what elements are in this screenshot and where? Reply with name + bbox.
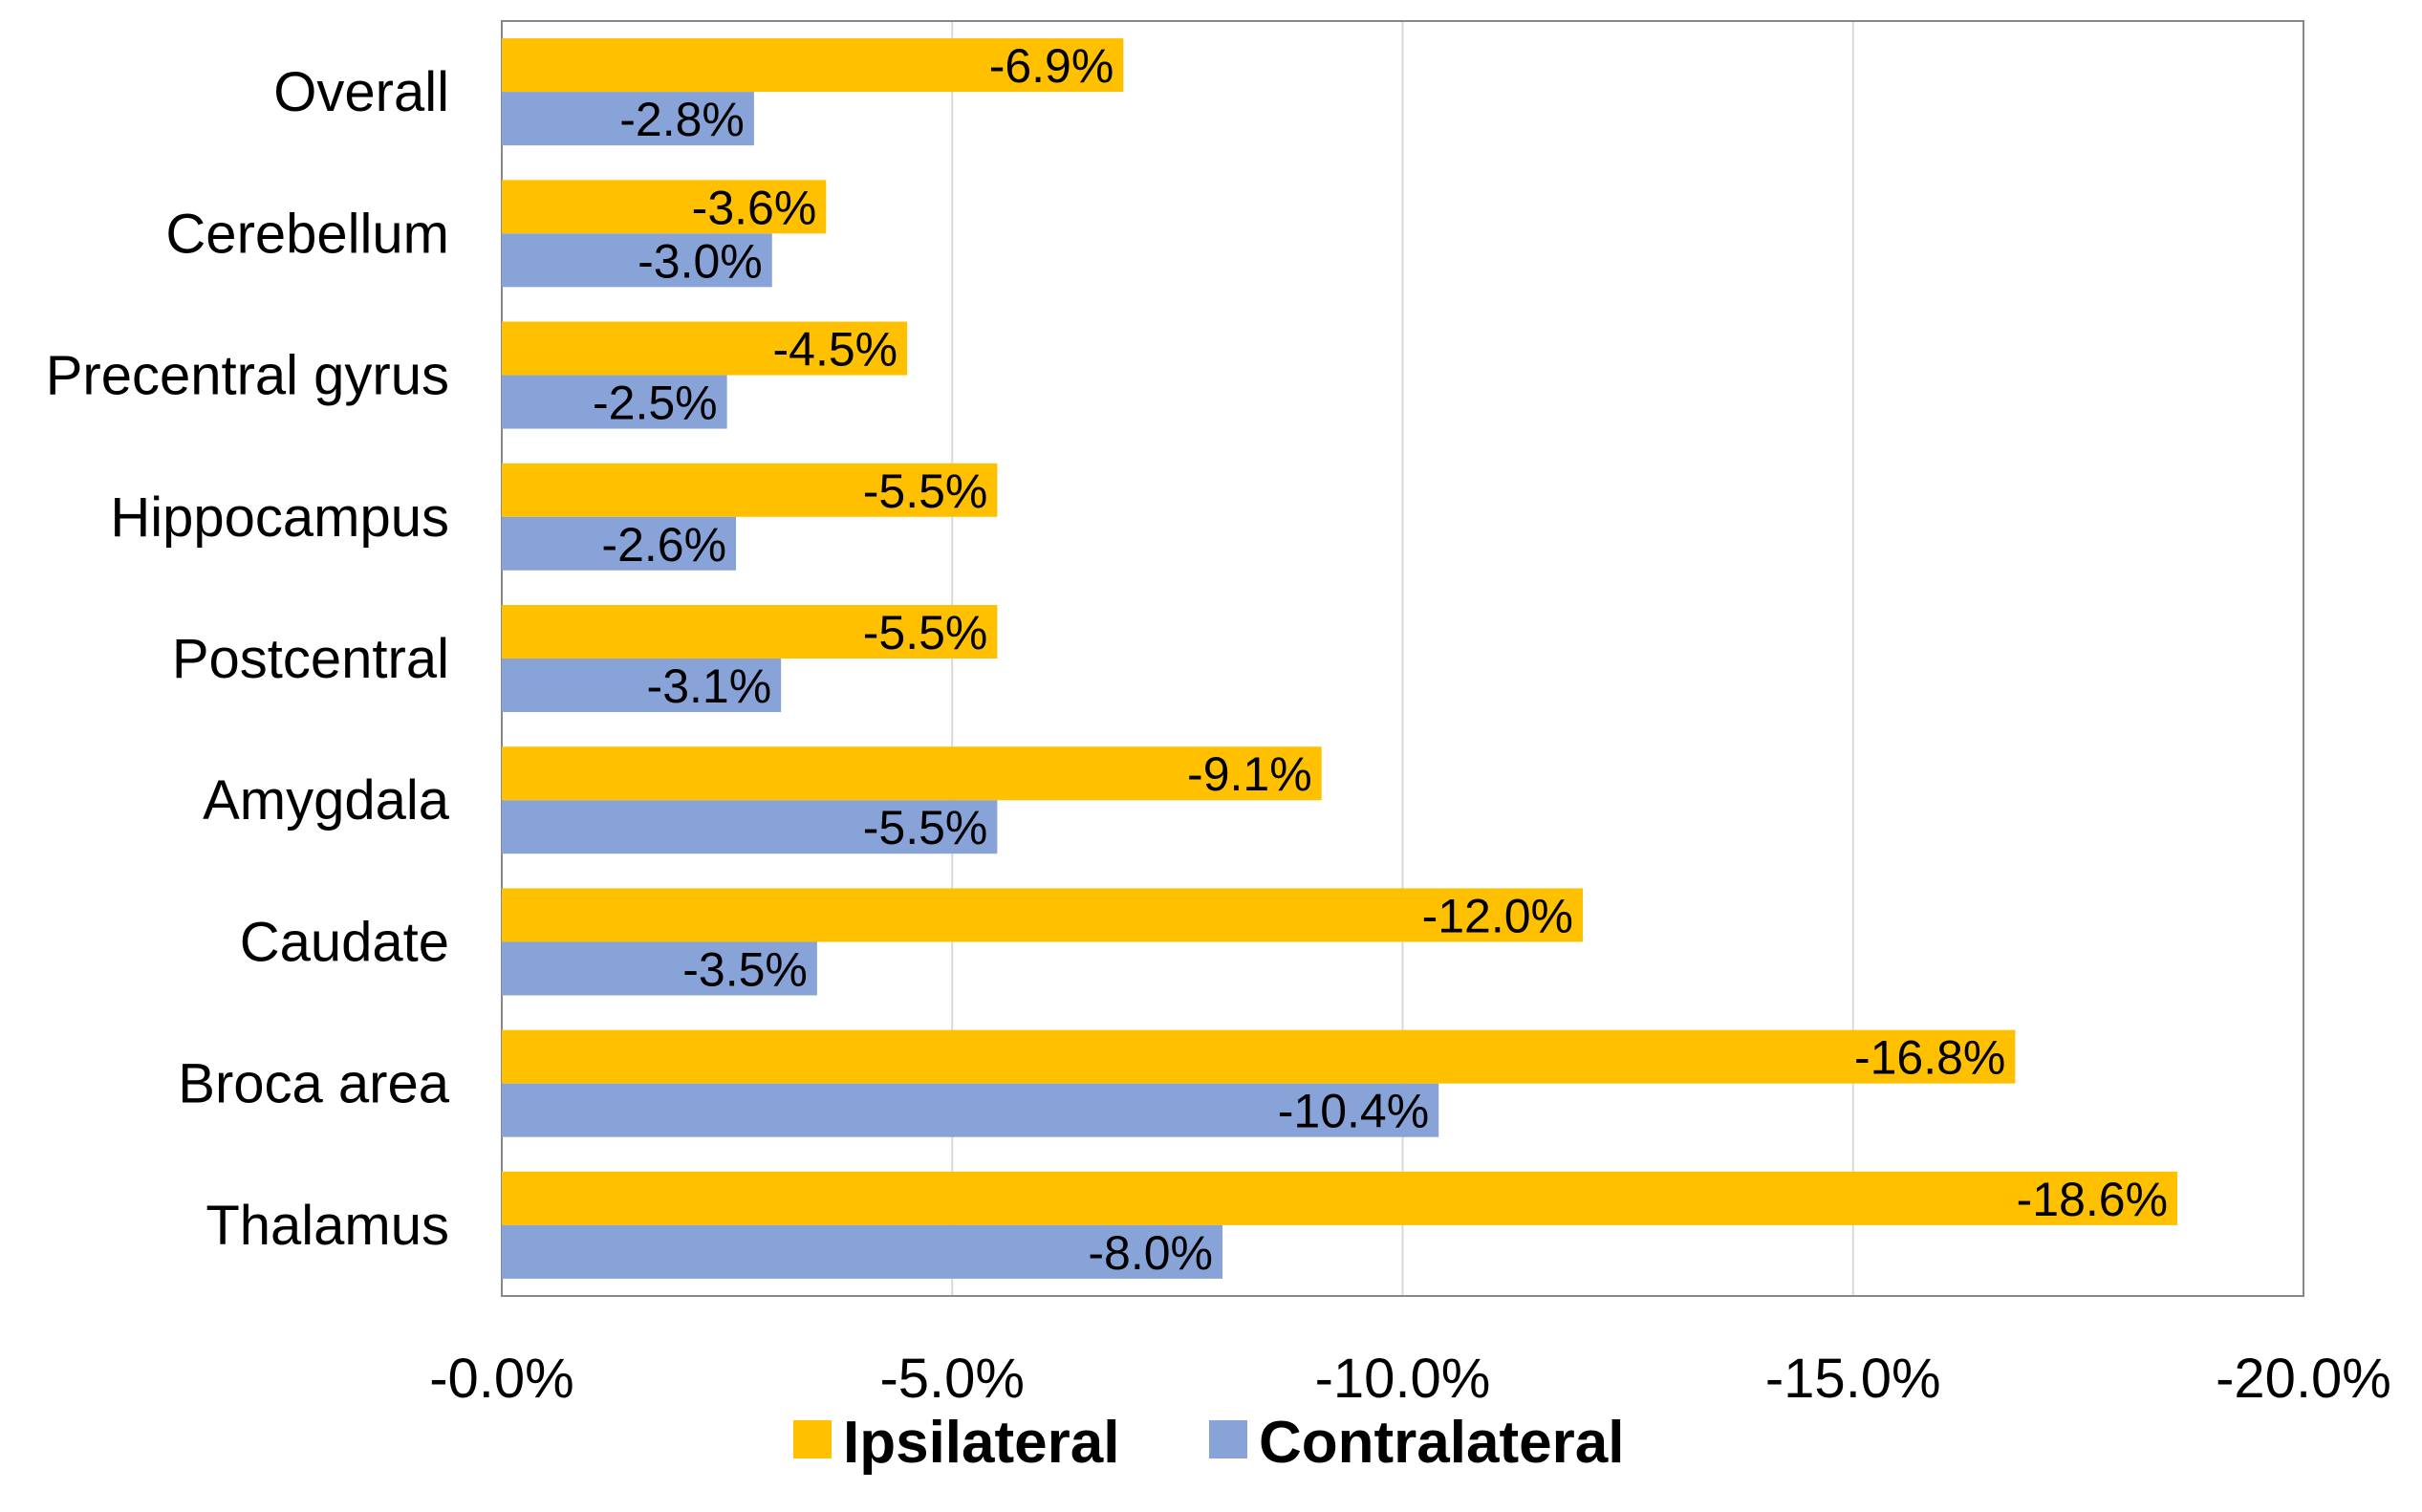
bar-contralateral xyxy=(502,800,998,854)
legend-swatch-contralateral xyxy=(1209,1420,1247,1458)
x-tick-label: -10.0% xyxy=(1315,1348,1491,1410)
bar-contralateral xyxy=(502,516,737,571)
legend: Ipsilateral Contralateral xyxy=(793,1410,1624,1476)
category-label: Thalamus xyxy=(205,1195,449,1257)
data-label: -5.5% xyxy=(863,606,988,659)
legend-label-contralateral: Contralateral xyxy=(1259,1410,1624,1476)
data-label: -5.5% xyxy=(863,801,988,854)
category-label: Precentral gyrus xyxy=(46,345,449,407)
bar-ipsilateral xyxy=(502,321,908,376)
bar-contralateral xyxy=(502,1083,1439,1137)
data-label: -6.9% xyxy=(989,39,1114,93)
data-label: -3.0% xyxy=(638,234,763,288)
bar-contralateral xyxy=(502,1224,1222,1279)
data-label: -10.4% xyxy=(1278,1085,1429,1138)
category-label: Postcentral xyxy=(172,628,449,690)
data-label: -18.6% xyxy=(2017,1173,2168,1226)
category-label: Cerebellum xyxy=(165,203,449,265)
bar-contralateral xyxy=(502,233,772,288)
bar-ipsilateral xyxy=(502,746,1322,801)
x-tick-label: -15.0% xyxy=(1765,1348,1941,1410)
legend-swatch-ipsilateral xyxy=(793,1420,832,1458)
category-label: Amygdala xyxy=(203,769,450,832)
x-tick-label: -0.0% xyxy=(429,1348,574,1410)
data-label: -4.5% xyxy=(773,323,898,377)
data-label: -2.6% xyxy=(601,518,726,572)
bar-ipsilateral xyxy=(502,463,998,517)
bar-ipsilateral xyxy=(502,1029,2016,1084)
legend-label-ipsilateral: Ipsilateral xyxy=(843,1410,1119,1476)
bars: -6.9% -2.8% -3.6%-3.0%-4.5% -2.5% -5.5% -2.6%… xyxy=(502,38,2178,1280)
x-tick-label: -5.0% xyxy=(879,1348,1025,1410)
bar-ipsilateral xyxy=(502,1171,2178,1225)
category-label: Overall xyxy=(273,61,449,123)
data-label: -3.6% xyxy=(692,181,817,234)
category-label: Caudate xyxy=(240,911,449,973)
x-tick-label: -20.0% xyxy=(2216,1348,2391,1410)
data-label: -3.1% xyxy=(647,659,772,713)
bar-contralateral xyxy=(502,941,817,996)
bar-contralateral xyxy=(502,659,782,712)
bar-ipsilateral xyxy=(502,180,827,234)
x-axis-ticks: -0.0% -5.0% -10.0% -15.0% -20.0% xyxy=(429,1348,2391,1410)
data-label: -12.0% xyxy=(1422,889,1573,942)
data-label: -9.1% xyxy=(1187,747,1312,801)
data-label: -5.5% xyxy=(863,464,988,518)
bar-ipsilateral xyxy=(502,888,1583,942)
category-label: Broca area xyxy=(178,1053,449,1115)
category-label: Hippocampus xyxy=(110,486,449,549)
data-label: -8.0% xyxy=(1088,1226,1213,1280)
bar-ipsilateral xyxy=(502,38,1124,93)
category-labels: Overall Cerebellum Precentral gyrus Hippoca… xyxy=(46,61,450,1257)
bar-ipsilateral xyxy=(502,605,998,659)
data-label: -2.8% xyxy=(619,93,745,146)
bar-contralateral xyxy=(502,375,727,429)
bar-contralateral xyxy=(502,92,754,146)
data-label: -16.8% xyxy=(1854,1031,2005,1085)
data-label: -2.5% xyxy=(593,377,718,430)
data-label: -3.5% xyxy=(682,942,808,996)
